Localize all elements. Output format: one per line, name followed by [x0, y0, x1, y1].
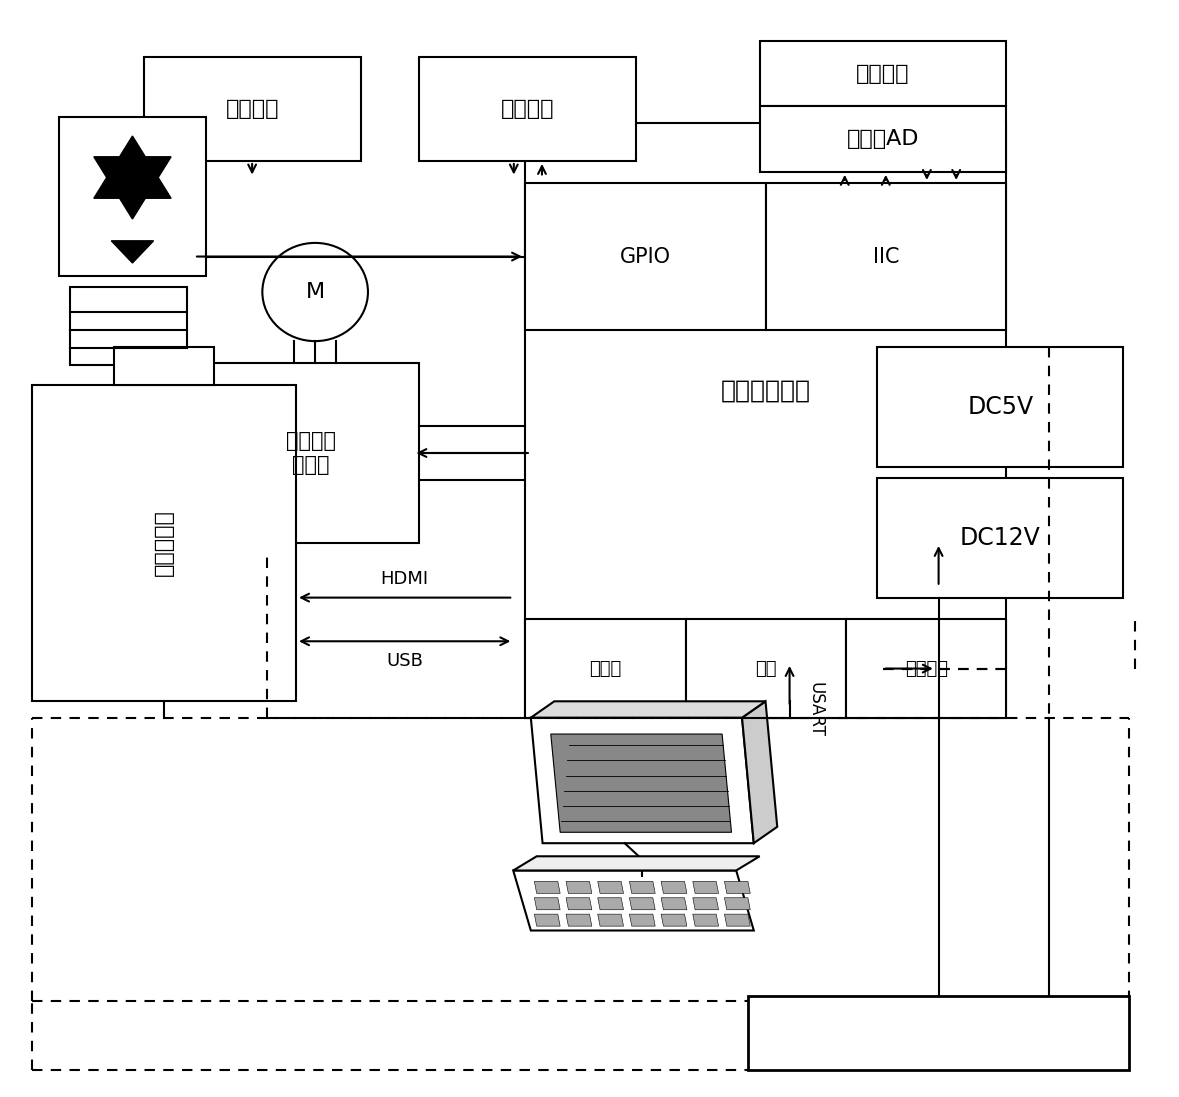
Bar — [877, 347, 1124, 466]
Polygon shape — [742, 701, 777, 844]
Polygon shape — [513, 857, 759, 871]
Polygon shape — [551, 734, 731, 833]
Text: IIC: IIC — [872, 247, 900, 267]
Polygon shape — [566, 881, 592, 893]
Text: 嵌入式控制器: 嵌入式控制器 — [720, 378, 810, 403]
Polygon shape — [693, 914, 718, 926]
Polygon shape — [94, 136, 171, 199]
Text: DC5V: DC5V — [967, 395, 1033, 419]
Polygon shape — [531, 701, 765, 717]
Bar — [59, 117, 206, 275]
Text: M: M — [305, 282, 324, 302]
Polygon shape — [693, 897, 718, 909]
Polygon shape — [693, 881, 718, 893]
Bar — [765, 183, 1006, 330]
Polygon shape — [531, 717, 753, 844]
Bar — [759, 106, 1006, 172]
Circle shape — [263, 242, 368, 341]
Polygon shape — [724, 881, 750, 893]
Polygon shape — [724, 914, 750, 926]
Polygon shape — [94, 157, 171, 219]
Bar — [420, 57, 637, 161]
Text: 高精度AD: 高精度AD — [847, 129, 920, 149]
Bar — [525, 123, 1006, 717]
Polygon shape — [661, 881, 687, 893]
Polygon shape — [598, 881, 624, 893]
Bar — [144, 57, 361, 161]
Text: AC110V~220V: AC110V~220V — [859, 1024, 1017, 1042]
Polygon shape — [534, 914, 560, 926]
Text: GPIO: GPIO — [620, 247, 671, 267]
Polygon shape — [534, 881, 560, 893]
Text: 光电开关: 光电开关 — [501, 99, 554, 120]
Text: 行程开关: 行程开关 — [225, 99, 279, 120]
Polygon shape — [661, 914, 687, 926]
Text: DC12V: DC12V — [960, 525, 1041, 550]
Text: 步进电机
驱动器: 步进电机 驱动器 — [285, 431, 336, 475]
Text: USART: USART — [806, 682, 824, 737]
Polygon shape — [513, 871, 753, 930]
Bar — [114, 347, 215, 385]
Polygon shape — [566, 897, 592, 909]
Bar — [32, 385, 296, 701]
Polygon shape — [111, 241, 153, 263]
Text: USB: USB — [387, 652, 423, 670]
Polygon shape — [598, 914, 624, 926]
Polygon shape — [661, 897, 687, 909]
Polygon shape — [566, 914, 592, 926]
Text: 串口: 串口 — [756, 659, 777, 678]
Text: 定时器: 定时器 — [590, 659, 621, 678]
Polygon shape — [724, 897, 750, 909]
Bar — [525, 620, 686, 717]
Bar — [203, 363, 420, 543]
Bar — [759, 41, 1006, 106]
Polygon shape — [630, 914, 656, 926]
Bar — [747, 996, 1129, 1071]
Polygon shape — [630, 897, 656, 909]
Bar — [847, 620, 1006, 717]
Bar — [877, 477, 1124, 598]
Text: 紫外投影仪: 紫外投影仪 — [154, 510, 174, 577]
Bar — [525, 183, 765, 330]
Text: HDMI: HDMI — [381, 570, 429, 588]
Bar — [70, 286, 187, 365]
Polygon shape — [630, 881, 656, 893]
Text: 力传感器: 力传感器 — [856, 64, 910, 83]
Polygon shape — [534, 897, 560, 909]
Text: 电源管理: 电源管理 — [904, 659, 948, 678]
Bar — [686, 620, 847, 717]
Polygon shape — [598, 897, 624, 909]
